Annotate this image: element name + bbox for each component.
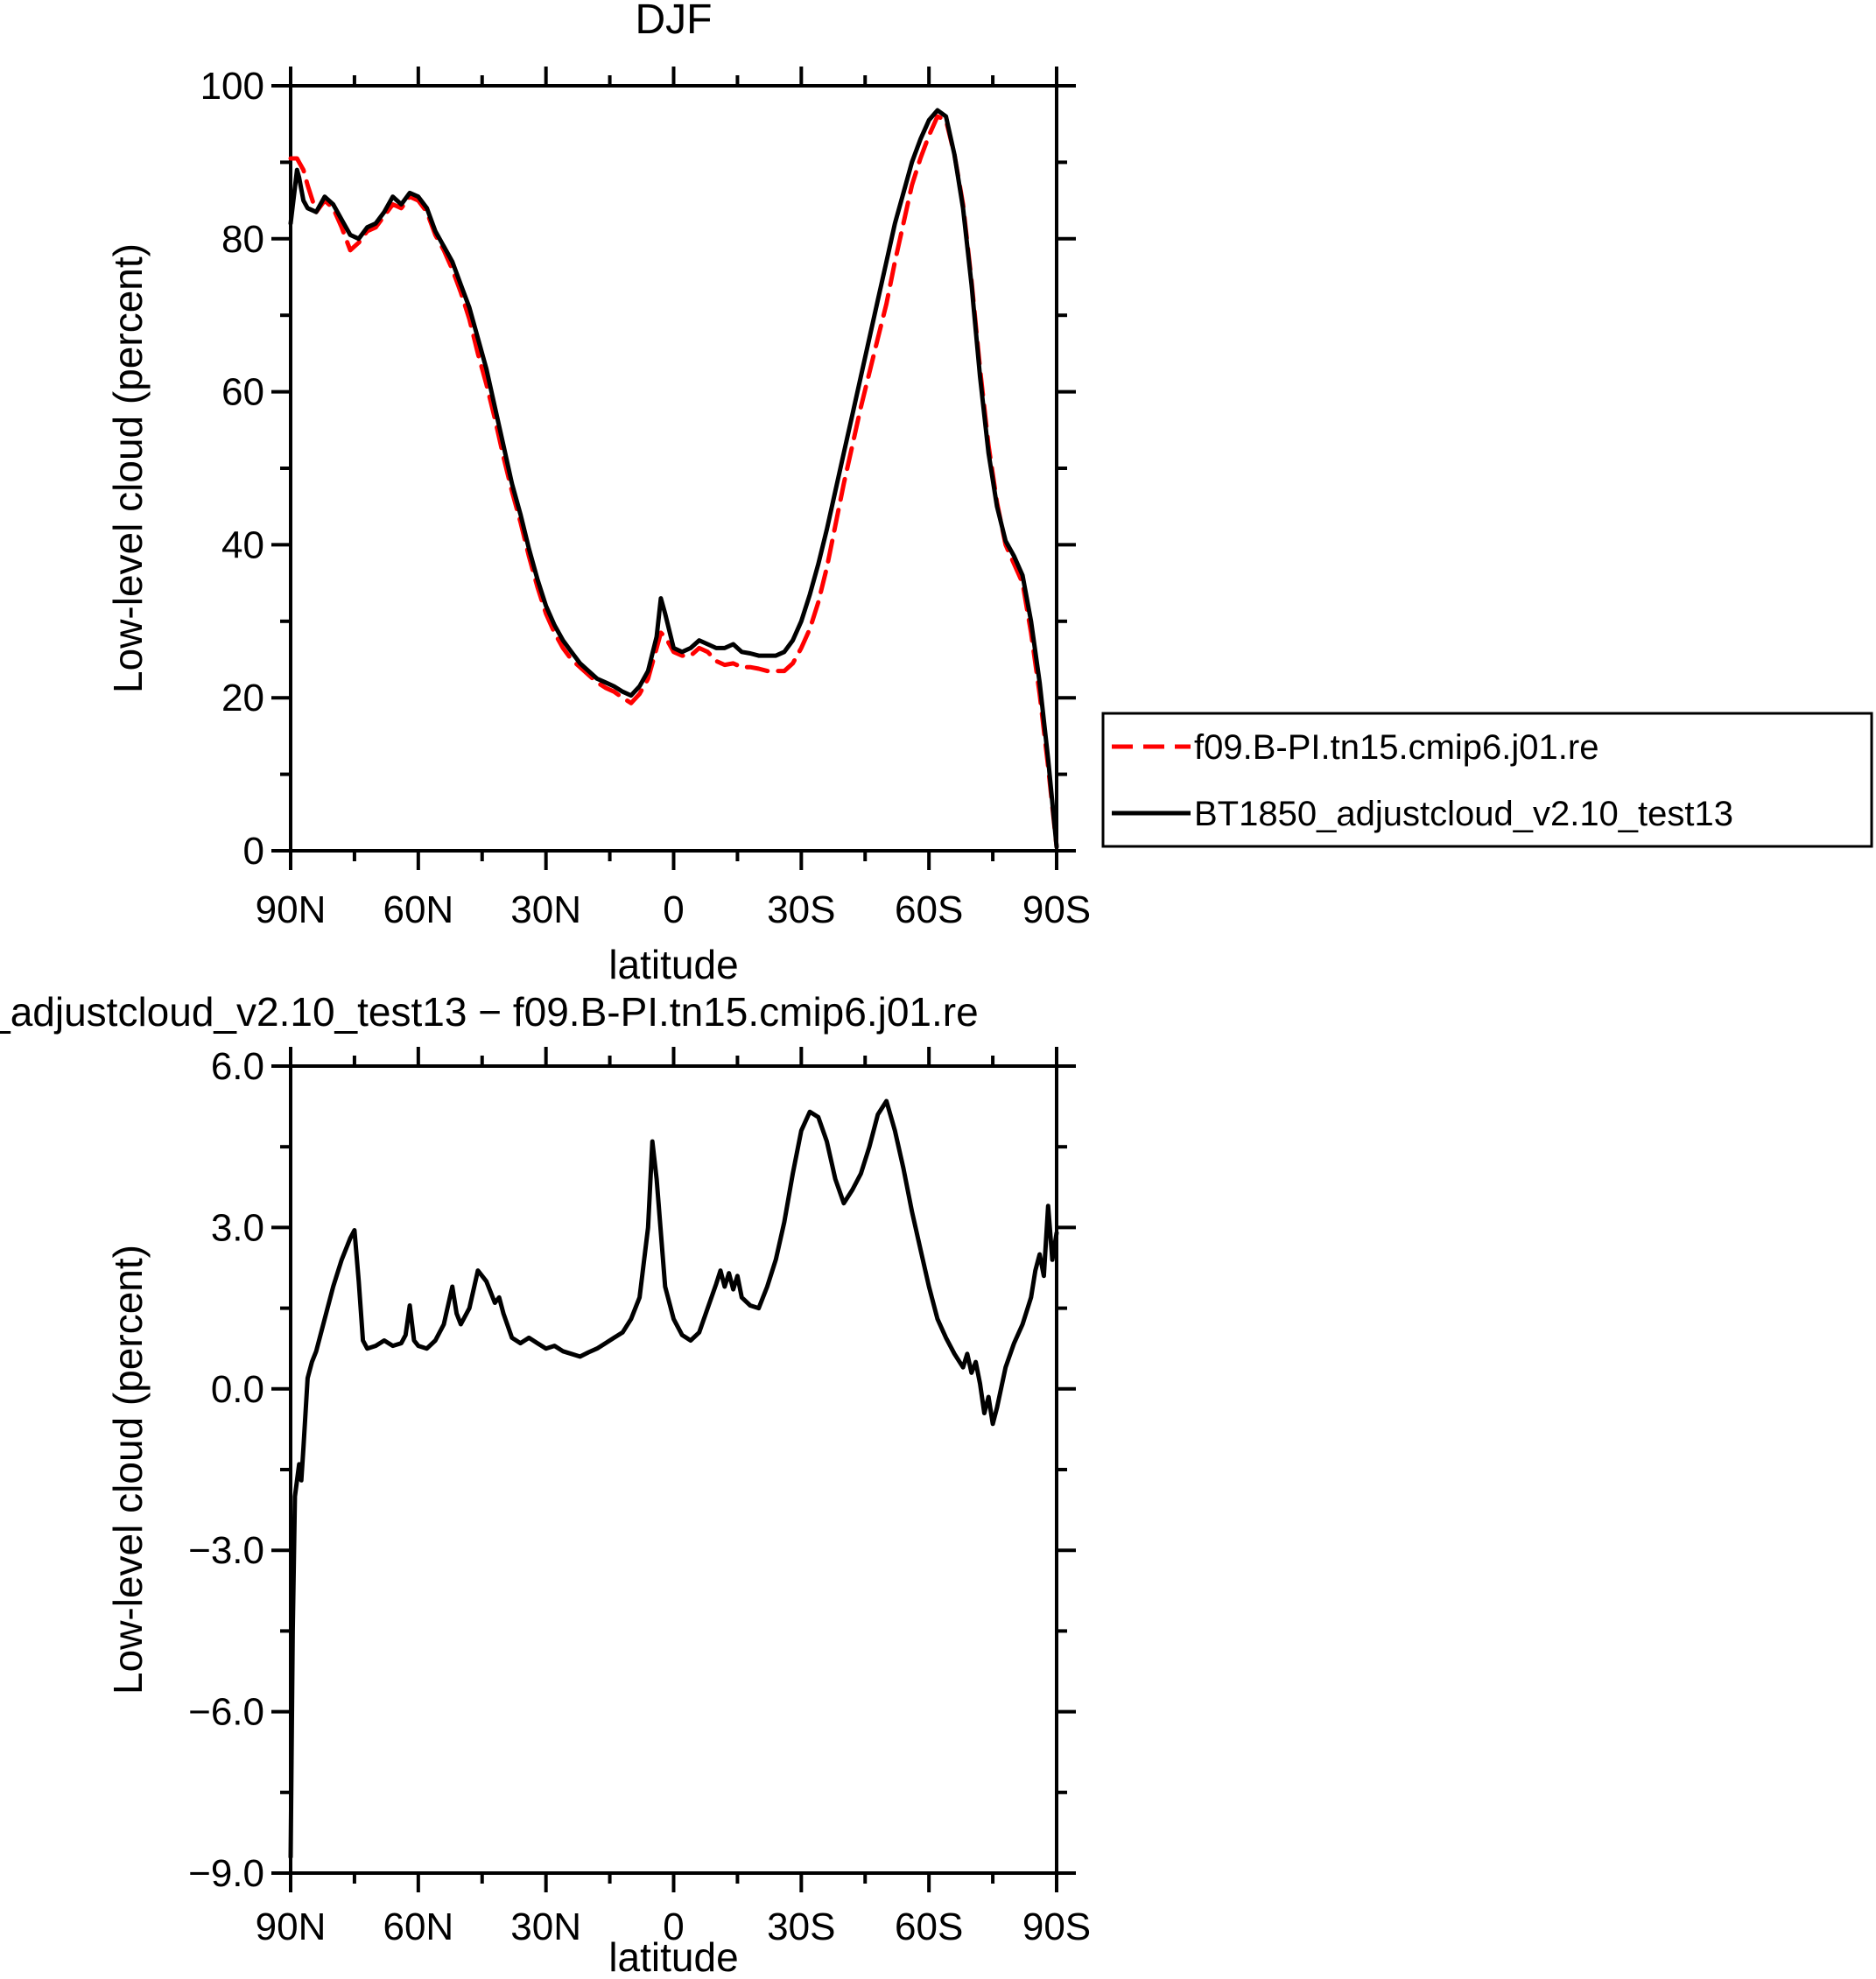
- y-tick-label: 0.0: [211, 1368, 264, 1411]
- chart-title: BT1850_adjustcloud_v2.10_test13 − f09.B-…: [0, 989, 979, 1035]
- x-axis-label: latitude: [608, 942, 738, 987]
- y-axis-label: Low-level cloud (percent): [105, 243, 151, 693]
- y-tick-label: −6.0: [188, 1691, 264, 1734]
- y-tick-label: 60: [221, 371, 264, 414]
- axis-box: [289, 84, 1058, 853]
- x-tick-label: 90S: [1022, 1905, 1091, 1948]
- y-tick-label: 0: [243, 830, 264, 873]
- x-tick-label: 30S: [767, 888, 835, 931]
- y-axis-label: Low-level cloud (percent): [105, 1245, 151, 1695]
- x-tick-label: 30N: [510, 1905, 581, 1948]
- axis-box: [289, 1064, 1058, 1875]
- x-tick-label: 90N: [256, 1905, 327, 1948]
- y-tick-label: 40: [221, 523, 264, 566]
- x-tick-label: 30N: [510, 888, 581, 931]
- series-line: [288, 114, 1059, 850]
- x-tick-label: 90N: [256, 888, 327, 931]
- series-line: [288, 108, 1059, 850]
- x-axis-label: latitude: [608, 1934, 738, 1979]
- legend-label: BT1850_adjustcloud_v2.10_test13: [1194, 795, 1733, 833]
- legend-box: [1101, 712, 1873, 848]
- top-chart: 90N 60N 30N 0 30S 60S 90S 0 20 40 60 80 100 latitude L…: [105, 0, 1873, 987]
- x-tick-label: 90S: [1022, 888, 1091, 931]
- x-tick-label: 60S: [895, 1905, 963, 1948]
- bottom-chart: 90N 60N 30N 0 30S 60S 90S 6.0 3.0 0.0 −3.0 −6.0 −9.0…: [0, 989, 1091, 1979]
- legend-label: f09.B-PI.tn15.cmip6.j01.re: [1194, 728, 1598, 767]
- series-line: [288, 1098, 1059, 1860]
- y-tick-label: 6.0: [211, 1045, 264, 1088]
- x-tick-label: 0: [663, 888, 684, 931]
- x-tick-label: 0: [663, 1905, 684, 1948]
- x-tick-label: 60N: [383, 1905, 453, 1948]
- chart-title: DJF: [636, 0, 713, 43]
- y-tick-label: 80: [221, 218, 264, 261]
- x-tick-label: 60N: [383, 888, 453, 931]
- x-tick-label: 30S: [767, 1905, 835, 1948]
- y-tick-label: −9.0: [188, 1852, 264, 1895]
- y-tick-label: 3.0: [211, 1206, 264, 1249]
- y-tick-label: −3.0: [188, 1529, 264, 1572]
- y-tick-label: 100: [200, 65, 264, 108]
- y-tick-label: 20: [221, 677, 264, 719]
- x-tick-label: 60S: [895, 888, 963, 931]
